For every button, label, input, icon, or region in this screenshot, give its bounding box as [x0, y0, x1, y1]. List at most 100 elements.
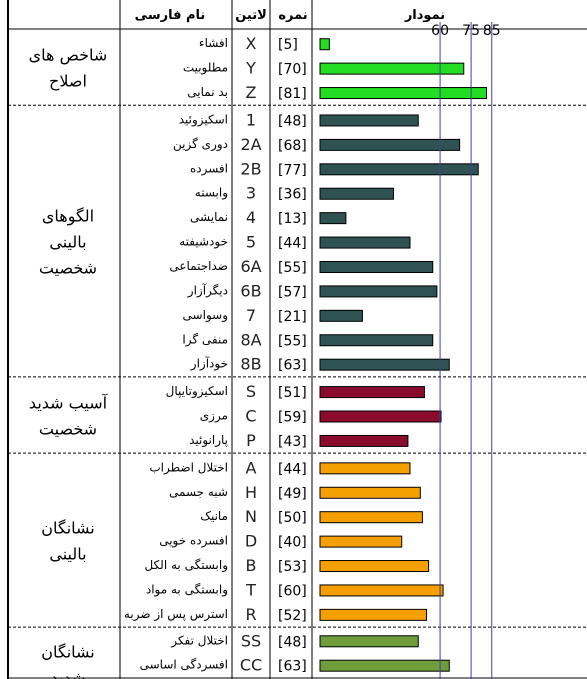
scale-code: 1 — [246, 110, 256, 129]
scale-score: [5] — [278, 37, 298, 53]
scale-code: P — [246, 431, 256, 450]
reference-label: 85 — [483, 23, 501, 39]
header-name: نام فارسی — [135, 8, 206, 23]
scale-code: C — [245, 407, 256, 426]
bar — [319, 87, 488, 100]
scale-score: [55] — [278, 260, 307, 276]
scale-name: اسکیزوئید — [179, 112, 228, 127]
header-score: نمره — [278, 8, 307, 23]
group-label: اصلاح — [49, 72, 87, 92]
bar — [319, 334, 434, 347]
group-label: شخصیت — [39, 420, 97, 439]
scale-name: استرس پس از ضربه — [124, 607, 228, 622]
group-label: آسیب شدید — [29, 394, 109, 413]
scale-code: Z — [246, 83, 257, 102]
scale-code: CC — [240, 656, 262, 675]
scale-code: 8A — [240, 330, 261, 349]
scale-score: [44] — [278, 461, 307, 477]
bar — [319, 309, 363, 322]
bar — [319, 560, 430, 573]
bar — [319, 410, 442, 423]
scale-code: SS — [241, 631, 261, 650]
scale-name: وابستگی به مواد — [146, 582, 228, 597]
scale-name: منفی گرا — [182, 332, 228, 347]
scale-score: [51] — [278, 385, 307, 401]
scale-name: وابستگی به الکل — [144, 558, 228, 573]
scale-code: 8B — [240, 355, 261, 374]
bar — [319, 212, 347, 225]
bar — [319, 38, 330, 51]
scale-name: اختلال تفکر — [170, 633, 228, 648]
bar — [319, 163, 479, 176]
scale-name: اسکیزوتایپال — [166, 384, 228, 399]
bar — [319, 285, 438, 298]
bar — [319, 535, 403, 548]
bar — [319, 260, 434, 273]
scale-score: [60] — [278, 583, 307, 599]
scale-name: وسواسی — [183, 308, 228, 323]
scale-score: [48] — [278, 113, 307, 129]
scale-score: [53] — [278, 559, 307, 575]
scale-name: بد نمایی — [187, 85, 228, 99]
scale-score: [77] — [278, 162, 307, 178]
bar — [319, 635, 419, 648]
bar — [319, 236, 411, 249]
scale-score: [63] — [278, 358, 307, 374]
scale-score: [40] — [278, 535, 307, 551]
scale-code: R — [245, 605, 256, 624]
group-label: شاخص های — [29, 46, 108, 66]
scale-name: دوری گزین — [173, 137, 228, 152]
header-chart: نمودار — [404, 8, 445, 23]
scale-score: [68] — [278, 138, 307, 154]
scale-name: ضداجتماعی — [169, 259, 228, 273]
scale-name: خودآزار — [190, 356, 228, 372]
scale-name: افسردگی اساسی — [140, 658, 228, 673]
scale-code: D — [245, 532, 257, 551]
group-label: بالینی — [49, 545, 86, 564]
scale-score: [48] — [278, 634, 307, 650]
scale-name: افسرده — [190, 161, 228, 176]
scale-score: [36] — [278, 187, 307, 203]
bars-layer — [319, 38, 488, 672]
scale-score: [21] — [278, 309, 307, 325]
scale-name: افشاء — [199, 36, 228, 50]
scale-score: [57] — [278, 284, 307, 300]
scale-score: [81] — [278, 86, 307, 102]
scale-score: [43] — [278, 434, 307, 450]
scale-code: H — [245, 483, 257, 502]
scale-name: دیگرآزار — [187, 282, 228, 298]
scale-code: A — [246, 458, 257, 477]
bar — [319, 659, 450, 672]
scale-score: [63] — [278, 659, 307, 675]
scale-score: [70] — [278, 62, 307, 78]
scale-code: 6B — [240, 281, 261, 300]
group-label: بالینی — [49, 233, 86, 252]
scale-name: مطلوبیت — [183, 61, 228, 76]
bar — [319, 138, 461, 151]
bar — [319, 486, 421, 499]
scale-name: خودشیفته — [179, 235, 228, 250]
scale-name: اختلال اضطراب — [149, 460, 228, 475]
scale-code: 2A — [240, 135, 261, 154]
reference-label: 60 — [431, 23, 449, 39]
bar — [319, 511, 423, 524]
group-label: نشانگان — [41, 519, 95, 538]
scale-code: 2B — [240, 159, 261, 178]
reference-lines: 60 75 85 — [431, 22, 501, 679]
scale-code: 7 — [246, 306, 256, 325]
scale-score: [55] — [278, 333, 307, 349]
bar — [319, 386, 425, 399]
scale-name: نمایشی — [190, 210, 228, 224]
bar — [319, 462, 411, 475]
scale-code: S — [246, 382, 256, 401]
scale-name: شبه جسمی — [169, 485, 228, 499]
bar — [319, 434, 409, 447]
reference-label: 75 — [462, 23, 480, 39]
group-label: نشانگان — [41, 643, 95, 662]
scale-name: افسرده خویی — [159, 534, 228, 549]
scale-code: 6A — [240, 257, 261, 276]
scale-code: 5 — [246, 233, 256, 252]
bar — [319, 584, 444, 597]
scale-name: پارانوئید — [189, 433, 228, 448]
